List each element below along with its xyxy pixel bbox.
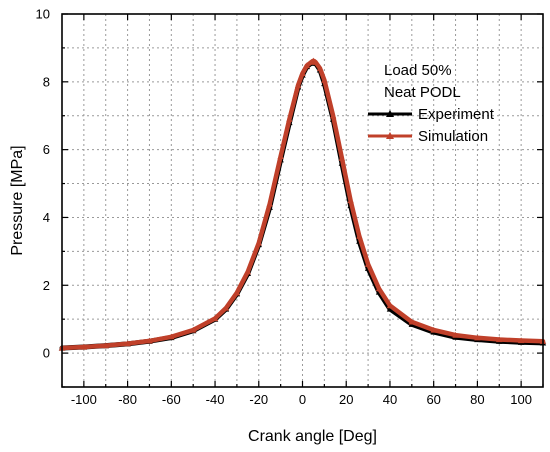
y-tick-label: 4 bbox=[43, 210, 50, 225]
legend-swatch-marker bbox=[386, 110, 394, 117]
legend-item-experiment: Experiment bbox=[368, 106, 495, 123]
x-axis-title: Crank angle [Deg] bbox=[248, 428, 377, 445]
x-tick-label: 100 bbox=[510, 392, 532, 407]
x-tick-label: -20 bbox=[249, 392, 268, 407]
data-point-simulation bbox=[496, 336, 503, 343]
x-tick-label: 0 bbox=[299, 392, 306, 407]
x-tick-label: 20 bbox=[339, 392, 353, 407]
series-layer bbox=[58, 57, 547, 351]
data-point-simulation bbox=[211, 315, 219, 322]
data-point-simulation bbox=[303, 62, 311, 69]
x-tick-label: -100 bbox=[71, 392, 97, 407]
grid bbox=[62, 14, 543, 387]
legend-header-load: Load 50% bbox=[384, 62, 452, 79]
data-point-simulation bbox=[255, 239, 262, 246]
legend-label-experiment: Experiment bbox=[418, 106, 495, 123]
data-point-simulation bbox=[321, 76, 328, 83]
axis-ticks bbox=[61, 13, 544, 388]
data-point-simulation bbox=[316, 65, 324, 71]
data-point-simulation bbox=[266, 200, 273, 207]
y-tick-label: 0 bbox=[43, 346, 50, 361]
data-point-simulation bbox=[312, 58, 319, 65]
data-point-simulation bbox=[299, 70, 306, 76]
data-point-simulation bbox=[517, 337, 525, 344]
legend: Load 50% Neat PODL Experiment Simulation bbox=[368, 62, 495, 145]
y-tick-label: 8 bbox=[43, 74, 50, 89]
x-tick-label: 40 bbox=[383, 392, 397, 407]
x-tick-label: -80 bbox=[118, 392, 137, 407]
series-simulation bbox=[58, 57, 547, 351]
data-point-simulation bbox=[222, 304, 230, 311]
x-tick-label: 60 bbox=[426, 392, 440, 407]
data-point-simulation bbox=[347, 197, 354, 204]
data-point-experiment bbox=[386, 305, 394, 312]
data-point-simulation bbox=[146, 337, 153, 344]
x-tick-label: -60 bbox=[162, 392, 181, 407]
x-tick-label: -40 bbox=[206, 392, 225, 407]
data-point-simulation bbox=[244, 268, 252, 275]
data-point-simulation bbox=[364, 261, 372, 267]
data-point-simulation bbox=[189, 326, 197, 333]
data-point-simulation bbox=[80, 343, 88, 350]
legend-label-simulation: Simulation bbox=[418, 128, 488, 145]
data-point-simulation bbox=[408, 318, 416, 325]
data-point-simulation bbox=[386, 302, 394, 309]
x-axis-tick-labels: -100 -80 -60 -40 -20 0 20 40 60 80 100 bbox=[71, 392, 532, 407]
y-tick-label: 2 bbox=[43, 278, 50, 293]
data-point-simulation bbox=[233, 289, 241, 296]
y-axis-title: Pressure [MPa] bbox=[9, 145, 26, 255]
data-point-simulation bbox=[168, 333, 175, 340]
legend-header-fuel: Neat PODL bbox=[384, 84, 461, 101]
legend-items: Experiment Simulation bbox=[368, 106, 495, 145]
data-point-simulation bbox=[329, 112, 337, 119]
legend-item-simulation: Simulation bbox=[368, 128, 488, 145]
x-tick-label: 80 bbox=[470, 392, 484, 407]
data-point-simulation bbox=[474, 334, 481, 341]
legend-swatch-marker bbox=[386, 132, 394, 139]
data-point-simulation bbox=[286, 115, 293, 122]
y-tick-label: 10 bbox=[36, 7, 50, 22]
data-point-simulation bbox=[294, 82, 302, 88]
data-point-simulation bbox=[452, 331, 459, 338]
data-point-simulation bbox=[430, 326, 437, 333]
data-point-simulation bbox=[124, 340, 131, 347]
y-tick-label: 6 bbox=[43, 142, 50, 157]
data-point-simulation bbox=[102, 342, 109, 349]
data-point-simulation bbox=[375, 285, 383, 292]
data-point-simulation bbox=[356, 232, 363, 239]
data-point-simulation bbox=[277, 153, 284, 160]
data-point-simulation bbox=[338, 154, 346, 161]
y-axis-tick-labels: 0 2 4 6 8 10 bbox=[36, 7, 50, 361]
